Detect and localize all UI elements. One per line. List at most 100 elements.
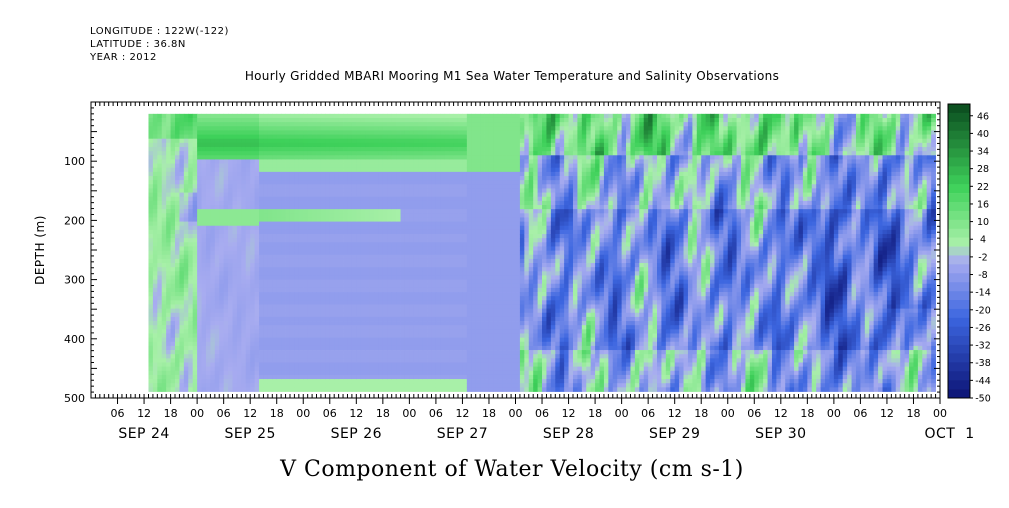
- heatmap-cell: [409, 163, 415, 169]
- heatmap-cell: [152, 209, 158, 214]
- heatmap-cell: [343, 370, 348, 376]
- heatmap-cell: [427, 358, 432, 363]
- heatmap-cell: [183, 267, 189, 272]
- heatmap-cell: [263, 130, 269, 135]
- heatmap-cell: [325, 358, 331, 363]
- heatmap-cell: [444, 250, 450, 256]
- heatmap-cell: [205, 246, 211, 251]
- heatmap-cell: [378, 171, 384, 177]
- heatmap-cell: [378, 242, 384, 247]
- heatmap-cell: [236, 383, 242, 388]
- heatmap-cell: [219, 126, 225, 131]
- heatmap-cell: [453, 345, 459, 351]
- heatmap-cell: [378, 180, 384, 185]
- heatmap-cell: [449, 205, 454, 210]
- heatmap-cell: [458, 325, 463, 330]
- heatmap-cell: [161, 275, 167, 280]
- heatmap-cell: [272, 308, 278, 314]
- heatmap-cell: [263, 138, 269, 144]
- heatmap-cell: [148, 292, 154, 297]
- heatmap-cell: [374, 329, 379, 334]
- heatmap-cell: [183, 122, 189, 127]
- heatmap-cell: [360, 225, 366, 231]
- heatmap-cell: [241, 333, 247, 339]
- heatmap-cell: [374, 258, 379, 264]
- heatmap-cell: [192, 188, 198, 193]
- heatmap-cell: [267, 267, 273, 272]
- heatmap-cell: [303, 122, 309, 127]
- heatmap-cell: [259, 184, 264, 189]
- heatmap-cell: [157, 370, 163, 376]
- heatmap-cell: [329, 151, 335, 156]
- heatmap-cell: [329, 354, 335, 359]
- heatmap-cell: [236, 213, 242, 218]
- heatmap-cell: [276, 126, 282, 131]
- heatmap-cell: [365, 188, 370, 193]
- heatmap-cell: [214, 221, 220, 227]
- heatmap-cell: [400, 138, 406, 144]
- heatmap-cell: [170, 221, 176, 227]
- heatmap-cell: [152, 122, 158, 127]
- heatmap-cell: [458, 362, 463, 368]
- heatmap-cell: [197, 213, 202, 218]
- heatmap-cell: [391, 238, 397, 243]
- heatmap-cell: [338, 321, 344, 326]
- heatmap-cell: [431, 296, 437, 301]
- heatmap-cell: [267, 134, 273, 140]
- heatmap-cell: [281, 242, 286, 247]
- heatmap-cell: [347, 296, 353, 301]
- heatmap-cell: [374, 321, 379, 326]
- heatmap-cell: [201, 337, 207, 343]
- heatmap-cell: [471, 345, 477, 351]
- heatmap-cell: [241, 155, 247, 160]
- heatmap-cell: [369, 350, 375, 355]
- heatmap-cell: [254, 134, 260, 140]
- heatmap-cell: [267, 205, 273, 210]
- heatmap-cell: [400, 225, 406, 231]
- heatmap-cell: [223, 308, 229, 314]
- heatmap-cell: [197, 304, 202, 309]
- heatmap-cell: [413, 180, 419, 185]
- heatmap-cell: [157, 321, 163, 326]
- heatmap-cell: [210, 325, 216, 330]
- heatmap-cell: [312, 379, 317, 384]
- heatmap-cell: [400, 234, 406, 239]
- heatmap-cell: [374, 267, 379, 272]
- heatmap-cell: [369, 287, 375, 293]
- heatmap-cell: [205, 275, 211, 280]
- heatmap-cell: [303, 242, 309, 247]
- heatmap-cell: [378, 308, 384, 314]
- heatmap-cell: [409, 122, 415, 127]
- heatmap-cell: [413, 250, 419, 256]
- heatmap-cell: [298, 362, 304, 368]
- heatmap-cell: [289, 387, 295, 392]
- heatmap-cell: [179, 263, 185, 268]
- heatmap-cell: [223, 292, 229, 297]
- heatmap-cell: [161, 304, 167, 309]
- heatmap-cell: [435, 242, 441, 247]
- heatmap-cell: [440, 246, 446, 251]
- heatmap-cell: [391, 146, 397, 152]
- heatmap-cell: [276, 254, 282, 260]
- heatmap-cell: [232, 304, 238, 309]
- heatmap-cell: [210, 341, 216, 347]
- heatmap-cell: [444, 362, 450, 368]
- heatmap-cell: [400, 287, 406, 293]
- heatmap-cell: [320, 130, 326, 135]
- heatmap-cell: [272, 188, 278, 193]
- heatmap-cell: [289, 213, 295, 218]
- heatmap-cell: [453, 300, 459, 305]
- heatmap-cell: [254, 263, 260, 268]
- heatmap-cell: [374, 142, 379, 148]
- heatmap-cell: [259, 250, 264, 256]
- heatmap-cell: [161, 362, 167, 368]
- heatmap-cell: [210, 151, 216, 156]
- heatmap-cell: [183, 283, 189, 289]
- heatmap-cell: [170, 283, 176, 289]
- heatmap-cell: [303, 258, 309, 264]
- heatmap-cell: [440, 171, 446, 177]
- heatmap-cell: [219, 275, 225, 280]
- heatmap-cell: [232, 279, 238, 285]
- heatmap-cell: [303, 275, 309, 280]
- heatmap-cell: [418, 271, 424, 276]
